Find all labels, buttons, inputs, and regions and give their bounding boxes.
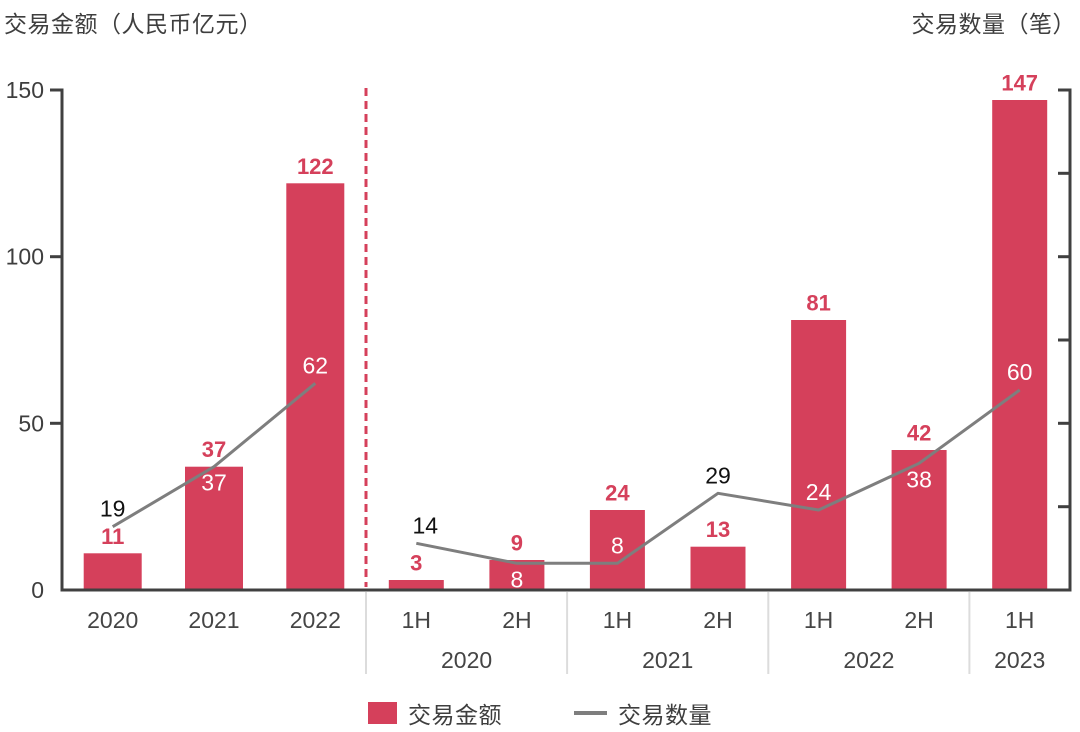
legend-line-label: 交易数量 — [618, 702, 712, 728]
bar — [992, 100, 1048, 590]
x-tick-label: 2H — [502, 607, 531, 633]
left-axis-tick-label: 50 — [18, 410, 44, 436]
legend-line-swatch — [574, 711, 607, 715]
x-tick-label: 2H — [904, 607, 933, 633]
bar — [286, 183, 345, 591]
combo-bar-line-chart: 11 37 122 3 9 24 13 81 42 147 19 37 62 14 8 8 29 24 38 60 20… — [6, 71, 1072, 674]
legend-bar-swatch — [368, 702, 397, 724]
bar-value-label: 147 — [1001, 71, 1038, 96]
line-value-label: 14 — [413, 512, 439, 538]
bar-value-label: 122 — [297, 154, 334, 179]
line-value-label: 19 — [100, 496, 126, 522]
x-tick-label: 1H — [804, 607, 833, 633]
bar-value-label: 13 — [706, 517, 730, 542]
bar — [791, 320, 847, 590]
line-value-label: 38 — [906, 466, 932, 492]
bar — [83, 553, 142, 590]
group-year-label: 2023 — [994, 647, 1045, 673]
group-year-label: 2022 — [843, 647, 894, 673]
bar-value-label: 9 — [511, 531, 523, 556]
line-value-label: 37 — [201, 470, 227, 496]
x-tick-label: 1H — [402, 607, 431, 633]
bar-value-label: 42 — [907, 421, 931, 446]
group-year-label: 2021 — [642, 647, 693, 673]
left-axis-title: 交易金额（人民币亿元） — [4, 11, 263, 37]
x-tick-label: 1H — [603, 607, 632, 633]
legend-bar-label: 交易金额 — [408, 702, 502, 728]
x-tick-label: 2021 — [188, 607, 239, 633]
bar-value-label: 81 — [806, 291, 830, 316]
line-value-label: 29 — [705, 462, 731, 488]
left-axis-tick-label: 100 — [6, 244, 44, 270]
bar-value-label: 24 — [605, 481, 630, 506]
transaction-count-line — [416, 388, 1021, 565]
x-tick-label: 2H — [703, 607, 732, 633]
bar-value-label: 3 — [410, 551, 422, 576]
x-tick-label: 2022 — [290, 607, 341, 633]
right-axis-title: 交易数量（笔） — [911, 11, 1076, 37]
bar — [489, 560, 545, 590]
line-value-label: 8 — [511, 566, 524, 592]
left-axis-tick-label: 0 — [31, 577, 44, 603]
line-value-label: 24 — [806, 479, 832, 505]
bar — [690, 546, 746, 590]
line-value-label: 60 — [1007, 359, 1033, 385]
bar-value-label: 11 — [101, 524, 124, 549]
transaction-count-line — [111, 382, 317, 528]
group-year-label: 2020 — [441, 647, 492, 673]
line-value-label: 8 — [611, 532, 624, 558]
bar-value-label: 37 — [202, 437, 226, 462]
bar — [388, 580, 444, 590]
bar — [185, 466, 243, 590]
legend: 交易金额 交易数量 — [0, 696, 1080, 730]
line-value-label: 62 — [303, 352, 329, 378]
left-axis-tick-label: 150 — [6, 77, 44, 103]
x-tick-label: 2020 — [87, 607, 138, 633]
x-tick-label: 1H — [1005, 607, 1034, 633]
